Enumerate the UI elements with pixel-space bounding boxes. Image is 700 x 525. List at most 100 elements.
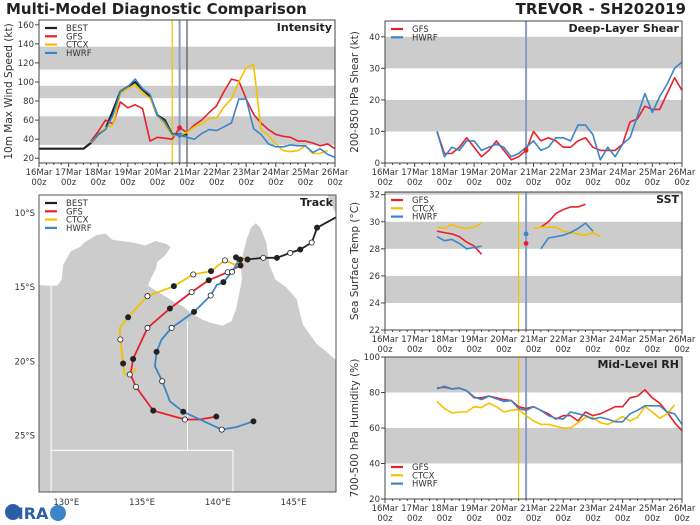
- x-tick-hour: 00z: [496, 514, 512, 524]
- x-tick-hour: 00z: [674, 178, 690, 188]
- storm-name: TREVOR - SH202019: [516, 0, 686, 18]
- x-tick-date: 24Mar: [609, 168, 636, 178]
- init-point-gfs: [177, 125, 183, 131]
- x-tick-date: 25Mar: [292, 168, 319, 178]
- series-line-ctcx: [436, 400, 676, 429]
- track-point-best: [232, 254, 239, 261]
- y-tick-label: 80: [23, 97, 34, 107]
- x-tick-label: 19Mar 00z: [461, 504, 488, 524]
- legend-label-ctcx: CTCX: [66, 41, 89, 51]
- x-tick-label: 16Mar 00z: [26, 168, 53, 188]
- track-point-gfs: [205, 277, 212, 284]
- track-point-gfs: [213, 413, 220, 420]
- x-tick-hour: 00z: [556, 514, 572, 524]
- x-tick-date: 25Mar: [639, 504, 666, 514]
- x-tick-date: 26Mar: [669, 504, 696, 514]
- y-tick-label: 40: [369, 33, 380, 43]
- x-tick-hour: 00z: [179, 178, 195, 188]
- x-tick-hour: 00z: [377, 178, 393, 188]
- track-point-gfs: [166, 305, 173, 312]
- x-tick-label: 26Mar 00z: [322, 168, 349, 188]
- legend-label-hwrf: HWRF: [66, 49, 92, 59]
- x-tick-hour: 00z: [437, 178, 453, 188]
- x-tick-label: 23Mar 00z: [579, 504, 606, 524]
- shaded-band: [385, 275, 682, 303]
- legend-label-hwrf: HWRF: [412, 480, 438, 490]
- track-point-gfs: [188, 289, 195, 296]
- x-tick-label: 25Mar 00z: [639, 504, 666, 524]
- x-tick-hour: 00z: [91, 178, 107, 188]
- shaded-band: [385, 36, 682, 69]
- panel-title: Deep-Layer Shear: [568, 22, 679, 35]
- y-axis-label: Sea Surface Temp (°C): [349, 202, 361, 320]
- x-tick-date: 26Mar: [669, 335, 696, 345]
- track-point-ctcx: [170, 283, 177, 290]
- x-tick-date: 20Mar: [490, 168, 517, 178]
- x-tick-label: 25Mar 00z: [639, 335, 666, 355]
- lat-tick-label: 20°S: [15, 357, 35, 367]
- track-point-hwrf: [207, 292, 214, 299]
- x-tick-date: 24Mar: [609, 504, 636, 514]
- x-tick-label: 22Mar 00z: [550, 335, 577, 355]
- track-point-hwrf: [153, 348, 160, 355]
- x-tick-label: 20Mar 00z: [490, 335, 517, 355]
- x-tick-hour: 00z: [377, 345, 393, 355]
- x-tick-date: 20Mar: [144, 168, 171, 178]
- x-tick-hour: 00z: [645, 345, 661, 355]
- x-tick-hour: 00z: [645, 514, 661, 524]
- x-tick-label: 16Mar 00z: [372, 168, 399, 188]
- track-point-ctcx: [144, 293, 151, 300]
- x-tick-label: 23Mar 00z: [579, 168, 606, 188]
- track-point-hwrf: [191, 308, 198, 315]
- y-tick-label: 20: [369, 96, 380, 106]
- track-point-best: [260, 254, 267, 261]
- lon-tick-label: 130°E: [53, 498, 79, 508]
- y-tick-label: 60: [369, 424, 380, 434]
- x-tick-date: 19Mar: [461, 504, 488, 514]
- init-point-gfs: [523, 147, 529, 153]
- globe-icon: [5, 504, 21, 520]
- x-tick-date: 18Mar: [431, 504, 458, 514]
- x-tick-label: 26Mar 00z: [669, 504, 696, 524]
- x-tick-date: 16Mar: [26, 168, 53, 178]
- x-tick-hour: 00z: [615, 345, 631, 355]
- x-tick-label: 24Mar 00z: [609, 504, 636, 524]
- track-point-gfs: [132, 383, 139, 390]
- x-tick-date: 17Mar: [401, 335, 428, 345]
- x-tick-hour: 00z: [496, 345, 512, 355]
- track-point-gfs: [130, 355, 137, 362]
- x-tick-hour: 00z: [407, 178, 423, 188]
- x-tick-hour: 00z: [407, 345, 423, 355]
- x-tick-label: 19Mar 00z: [461, 335, 488, 355]
- x-tick-label: 21Mar 00z: [520, 335, 547, 355]
- x-tick-label: 23Mar 00z: [233, 168, 260, 188]
- x-tick-date: 22Mar: [550, 504, 577, 514]
- y-tick-label: 20: [369, 495, 380, 505]
- track-point-best: [287, 249, 294, 256]
- y-axis-label: 200-850 hPa Shear (kt): [349, 31, 361, 153]
- lon-tick-label: 135°E: [129, 498, 155, 508]
- shaded-band: [385, 192, 682, 195]
- x-tick-date: 22Mar: [203, 168, 230, 178]
- track-point-best: [244, 256, 251, 263]
- series-line-hwrf: [540, 222, 594, 250]
- x-tick-date: 17Mar: [401, 168, 428, 178]
- lat-tick-label: 10°S: [15, 209, 35, 219]
- y-tick-label: 40: [369, 460, 380, 470]
- track-point-hwrf: [218, 426, 225, 433]
- x-tick-date: 21Mar: [174, 168, 201, 178]
- series-line-ctcx: [90, 64, 328, 155]
- y-tick-label: 100: [18, 78, 34, 88]
- y-tick-label: 80: [369, 389, 380, 399]
- x-tick-date: 16Mar: [372, 335, 399, 345]
- x-tick-hour: 00z: [645, 178, 661, 188]
- init-point-gfs: [523, 241, 529, 246]
- legend-label-hwrf: HWRF: [66, 224, 92, 234]
- x-tick-date: 22Mar: [550, 168, 577, 178]
- series-line-gfs: [436, 77, 683, 161]
- x-tick-date: 25Mar: [639, 335, 666, 345]
